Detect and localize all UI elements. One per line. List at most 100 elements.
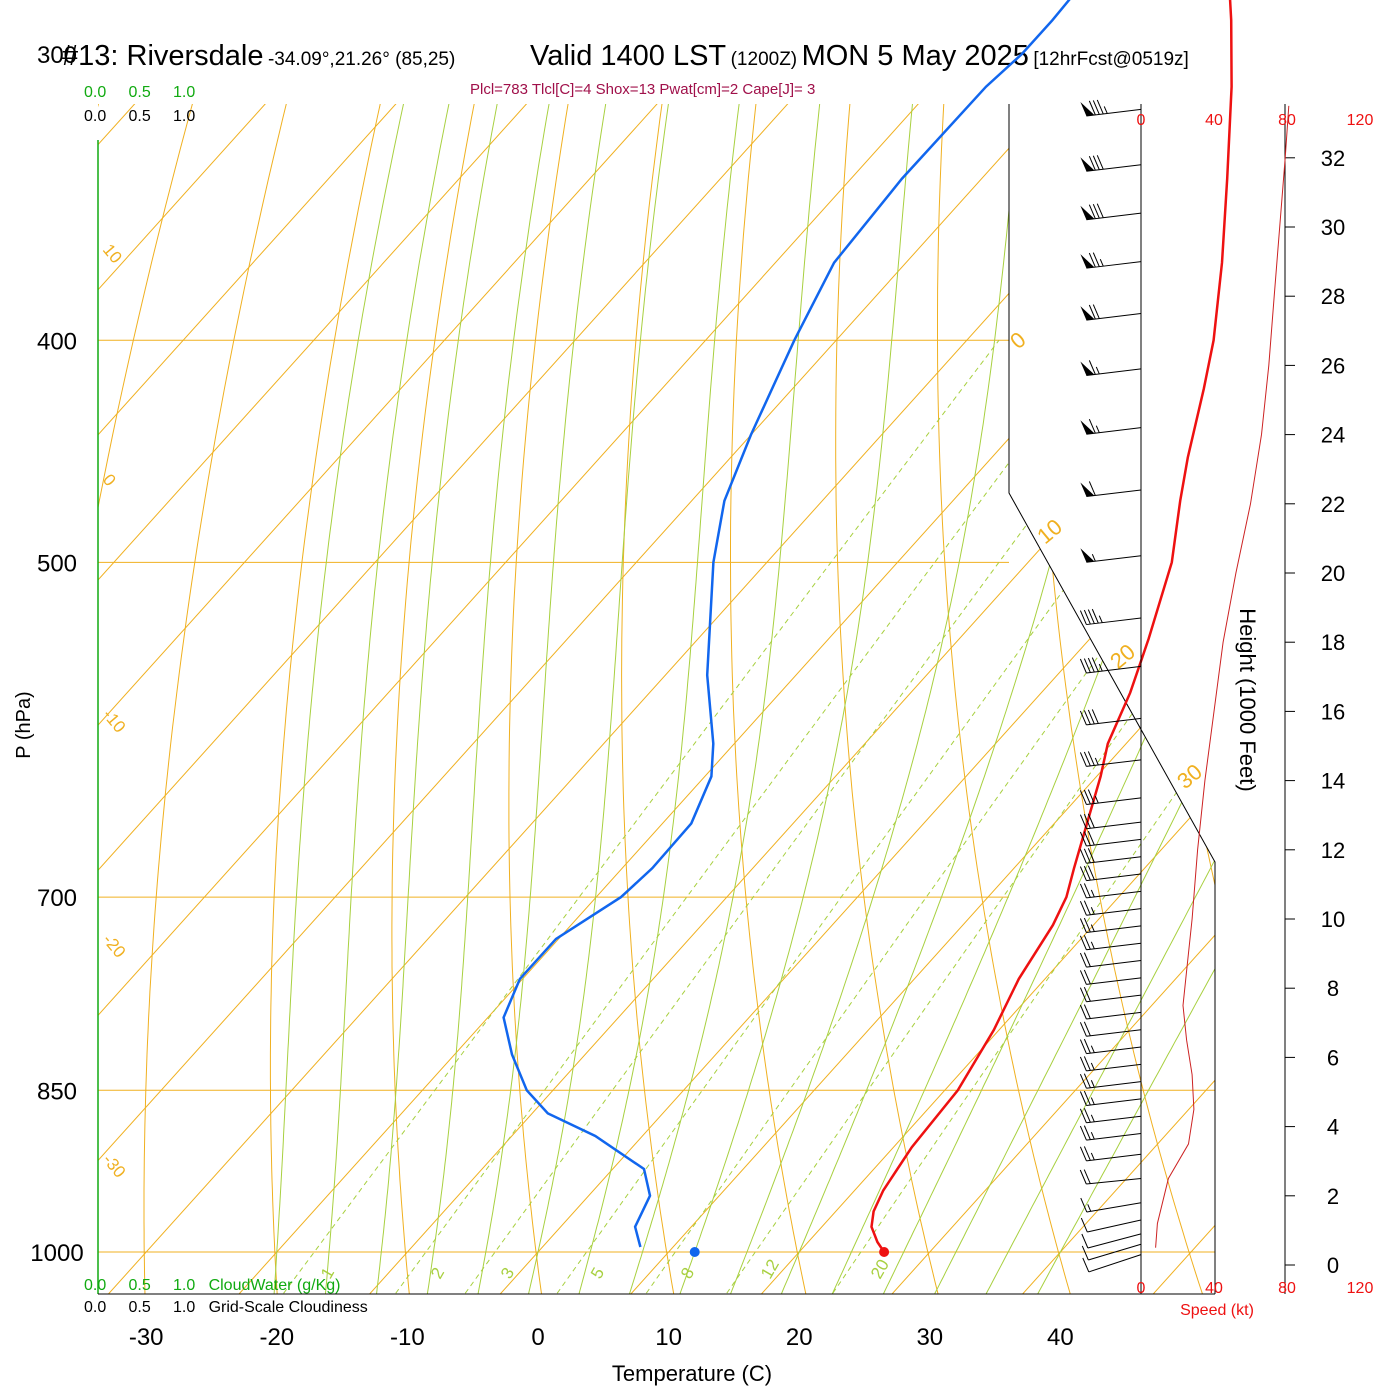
- wind-barb-staff: [1086, 665, 1142, 674]
- wind-barb-feather: [1079, 1056, 1087, 1072]
- height-tick-label: 30: [1321, 215, 1345, 240]
- wind-barb-staff: [1086, 873, 1142, 882]
- wind-barb: [1081, 1243, 1142, 1261]
- dry-adiabat: [730, 104, 829, 1294]
- wind-barb-staff: [1086, 1115, 1142, 1124]
- cloudwater-tick-1: 0.5: [128, 1277, 151, 1294]
- wind-barb-half-feather: [1099, 258, 1104, 267]
- dry-adiabat: [269, 104, 499, 1294]
- wind-barb-flag: [1080, 361, 1095, 376]
- wind-barb: [1080, 1217, 1142, 1233]
- wind-barb-feather: [1083, 789, 1091, 805]
- wind-barb-feather: [1079, 658, 1087, 674]
- station-coords: -34.09°,21.26° (85,25): [267, 49, 456, 70]
- wind-barb-half-feather: [1087, 1204, 1092, 1212]
- temperature-tick-label: -30: [129, 1324, 164, 1351]
- speed-axis-label: Speed (kt): [1180, 1302, 1254, 1319]
- isotherm-line: [98, 104, 1215, 1294]
- wind-barb-feather: [1083, 865, 1091, 881]
- wind-barb-staff: [1086, 942, 1142, 951]
- forecast-info: [12hrFcst@0519z]: [1033, 49, 1189, 70]
- wind-barb-staff: [1087, 1219, 1142, 1233]
- dewpoint-line: [502, 0, 1071, 1248]
- wind-barb-feather: [1088, 304, 1096, 320]
- cloudiness-tick-2: 1.0: [172, 1299, 196, 1316]
- wind-barb-feather: [1083, 814, 1091, 829]
- wind-barb-feather: [1083, 831, 1091, 846]
- wind-barb: [1079, 987, 1142, 1003]
- mixing-ratio-line: [459, 340, 1164, 1294]
- wind-barb-feather: [1079, 1108, 1087, 1124]
- wind-barb-half-feather: [1090, 1152, 1095, 1161]
- dry-adiabat: [937, 104, 1087, 1294]
- isotherm-line: [844, 104, 1215, 1294]
- wind-barb-feather: [1080, 1197, 1088, 1213]
- wind-barb-staff: [1086, 427, 1142, 435]
- cloudiness-top-tick-0: 0.0: [84, 108, 107, 125]
- wind-barb-feather: [1087, 848, 1095, 863]
- wind-barb-feather: [1079, 1146, 1087, 1162]
- height-tick-label: 14: [1321, 769, 1345, 794]
- moist-adiabat: [369, 104, 604, 1294]
- wind-barb: [1079, 883, 1142, 899]
- wind-barb-half-feather: [1090, 924, 1095, 932]
- wind-barb-staff: [1086, 1202, 1142, 1213]
- wind-barb-feather: [1087, 657, 1095, 673]
- wind-barb: [1079, 1038, 1142, 1055]
- wind-barb-feather: [1079, 710, 1087, 726]
- chart-title: #13: Riversdale -34.09°,21.26° (85,25): [62, 40, 455, 73]
- moist-adiabat: [758, 104, 1189, 1294]
- cloudwater-label: CloudWater (g/Kg): [208, 1277, 341, 1294]
- wind-barb-staff: [1086, 261, 1142, 269]
- wind-barb-half-feather: [1090, 1062, 1095, 1071]
- moist-adiabat: [660, 104, 972, 1294]
- temperature-tick-label: 0: [531, 1324, 544, 1351]
- wind-barb-staff: [1086, 908, 1142, 916]
- wind-barb: [1079, 900, 1142, 916]
- wind-barb: [1080, 418, 1142, 435]
- wind-barb: [1079, 917, 1142, 934]
- wind-barb-staff: [1086, 1098, 1142, 1107]
- height-tick-label: 26: [1321, 353, 1345, 378]
- mixing-ratio-label: 12: [757, 1256, 783, 1282]
- wind-barb-feather: [1079, 790, 1087, 805]
- wind-barb-feather: [1083, 710, 1091, 725]
- wind-barb-half-feather: [1098, 663, 1103, 672]
- wind-barb: [1080, 304, 1142, 321]
- height-tick-label: 2: [1327, 1184, 1339, 1209]
- wind-barb-half-feather: [1090, 1131, 1095, 1140]
- wind-barb-feather: [1083, 952, 1091, 967]
- wind-barb-half-feather: [1095, 366, 1100, 375]
- wind-barb: [1080, 203, 1142, 221]
- wind-barb-feather: [1083, 1146, 1091, 1161]
- wind-barb-feather: [1092, 252, 1100, 267]
- wind-barb-feather: [1079, 1004, 1087, 1020]
- wind-barb-flag: [1080, 205, 1095, 220]
- speed-tick-label-bottom: 120: [1347, 1280, 1374, 1297]
- wind-barb-feather: [1087, 789, 1095, 804]
- wind-barb: [1080, 548, 1142, 563]
- wind-barb-staff: [1087, 1233, 1142, 1249]
- speed-tick-label-bottom: 40: [1205, 1280, 1223, 1297]
- x-axis-label: Temperature (C): [612, 1361, 772, 1386]
- dry-adiabat: [508, 104, 664, 1294]
- height-tick-label: 24: [1321, 423, 1345, 448]
- wind-barb-feather: [1096, 203, 1104, 218]
- wind-barb-staff: [1086, 617, 1142, 626]
- moist-adiabat: [515, 104, 755, 1294]
- wind-barb: [1079, 1125, 1142, 1141]
- wind-barb-feather: [1083, 848, 1091, 864]
- mixing-ratio-line: [551, 340, 1215, 1294]
- wind-barb-half-feather: [1095, 425, 1100, 433]
- temperature-tick-label: -10: [390, 1324, 425, 1351]
- height-tick-label: 32: [1321, 146, 1345, 171]
- wind-barb-feather: [1083, 658, 1091, 673]
- wind-barb: [1079, 1090, 1142, 1107]
- wind-barb: [1080, 360, 1142, 376]
- isotherm-line: [98, 104, 282, 1294]
- dry-adiabat: [1035, 104, 1215, 1294]
- pressure-tick-label: 400: [37, 328, 77, 355]
- cloudiness-tick-1: 0.5: [128, 1299, 151, 1316]
- wind-barb-feather: [1079, 1169, 1087, 1185]
